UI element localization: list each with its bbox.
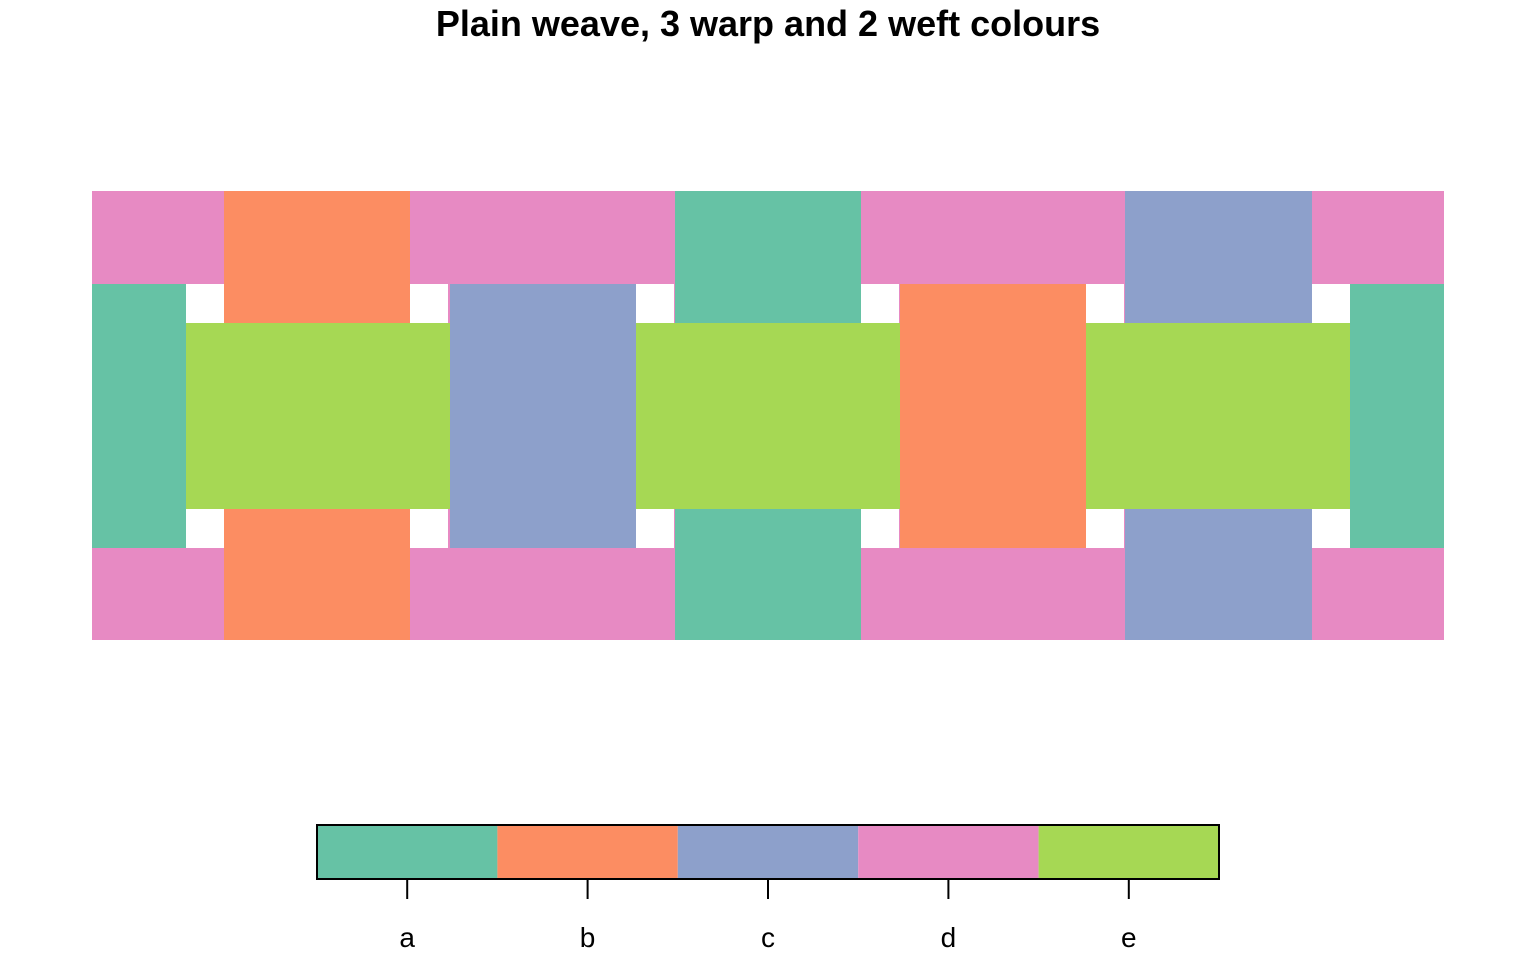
- weave-gap: [636, 509, 674, 548]
- legend-label-a: a: [399, 922, 415, 953]
- warp-over-b: [224, 509, 410, 548]
- weave-gap: [861, 509, 899, 548]
- weave-gap: [1086, 284, 1124, 323]
- weft-threads: [92, 284, 1444, 548]
- weave-gap: [1312, 284, 1350, 323]
- legend-label-d: d: [941, 922, 957, 953]
- weft-segment-e: [186, 323, 450, 509]
- legend-swatch-a: [317, 825, 498, 879]
- legend-swatch-e: [1038, 825, 1219, 879]
- weft-segment-c: [450, 284, 636, 548]
- warp-over-c: [1125, 509, 1312, 548]
- warp-over-a: [675, 509, 861, 548]
- weave-gap: [410, 284, 448, 323]
- weave-pattern: [92, 191, 1444, 640]
- weave-gap: [186, 509, 224, 548]
- warp-crossings: [224, 284, 1312, 548]
- weft-segment-a-left: [92, 284, 186, 548]
- warp-over-b: [224, 284, 410, 323]
- legend-label-b: b: [580, 922, 596, 953]
- legend-swatch-d: [858, 825, 1039, 879]
- weft-segment-a-right: [1350, 284, 1444, 548]
- legend-ticks: a b c d e: [399, 879, 1137, 953]
- weave-gap: [1086, 509, 1124, 548]
- legend-label-e: e: [1121, 922, 1137, 953]
- legend-swatch-c: [677, 825, 859, 879]
- weft-segment-e: [1086, 323, 1350, 509]
- weave-gap: [636, 284, 674, 323]
- weave-gap: [186, 284, 224, 323]
- weft-segment-e: [636, 323, 900, 509]
- warp-over-a: [675, 284, 861, 323]
- colour-legend: a b c d e: [316, 824, 1220, 953]
- legend-swatches: [317, 825, 1219, 879]
- legend-label-c: c: [761, 922, 775, 953]
- weave-gap: [410, 509, 448, 548]
- weft-segment-b: [900, 284, 1086, 548]
- weave-gap: [1312, 509, 1350, 548]
- chart-title: Plain weave, 3 warp and 2 weft colours: [435, 3, 1101, 44]
- legend-swatch-b: [497, 825, 678, 879]
- warp-over-c: [1125, 284, 1312, 323]
- weave-gap: [861, 284, 899, 323]
